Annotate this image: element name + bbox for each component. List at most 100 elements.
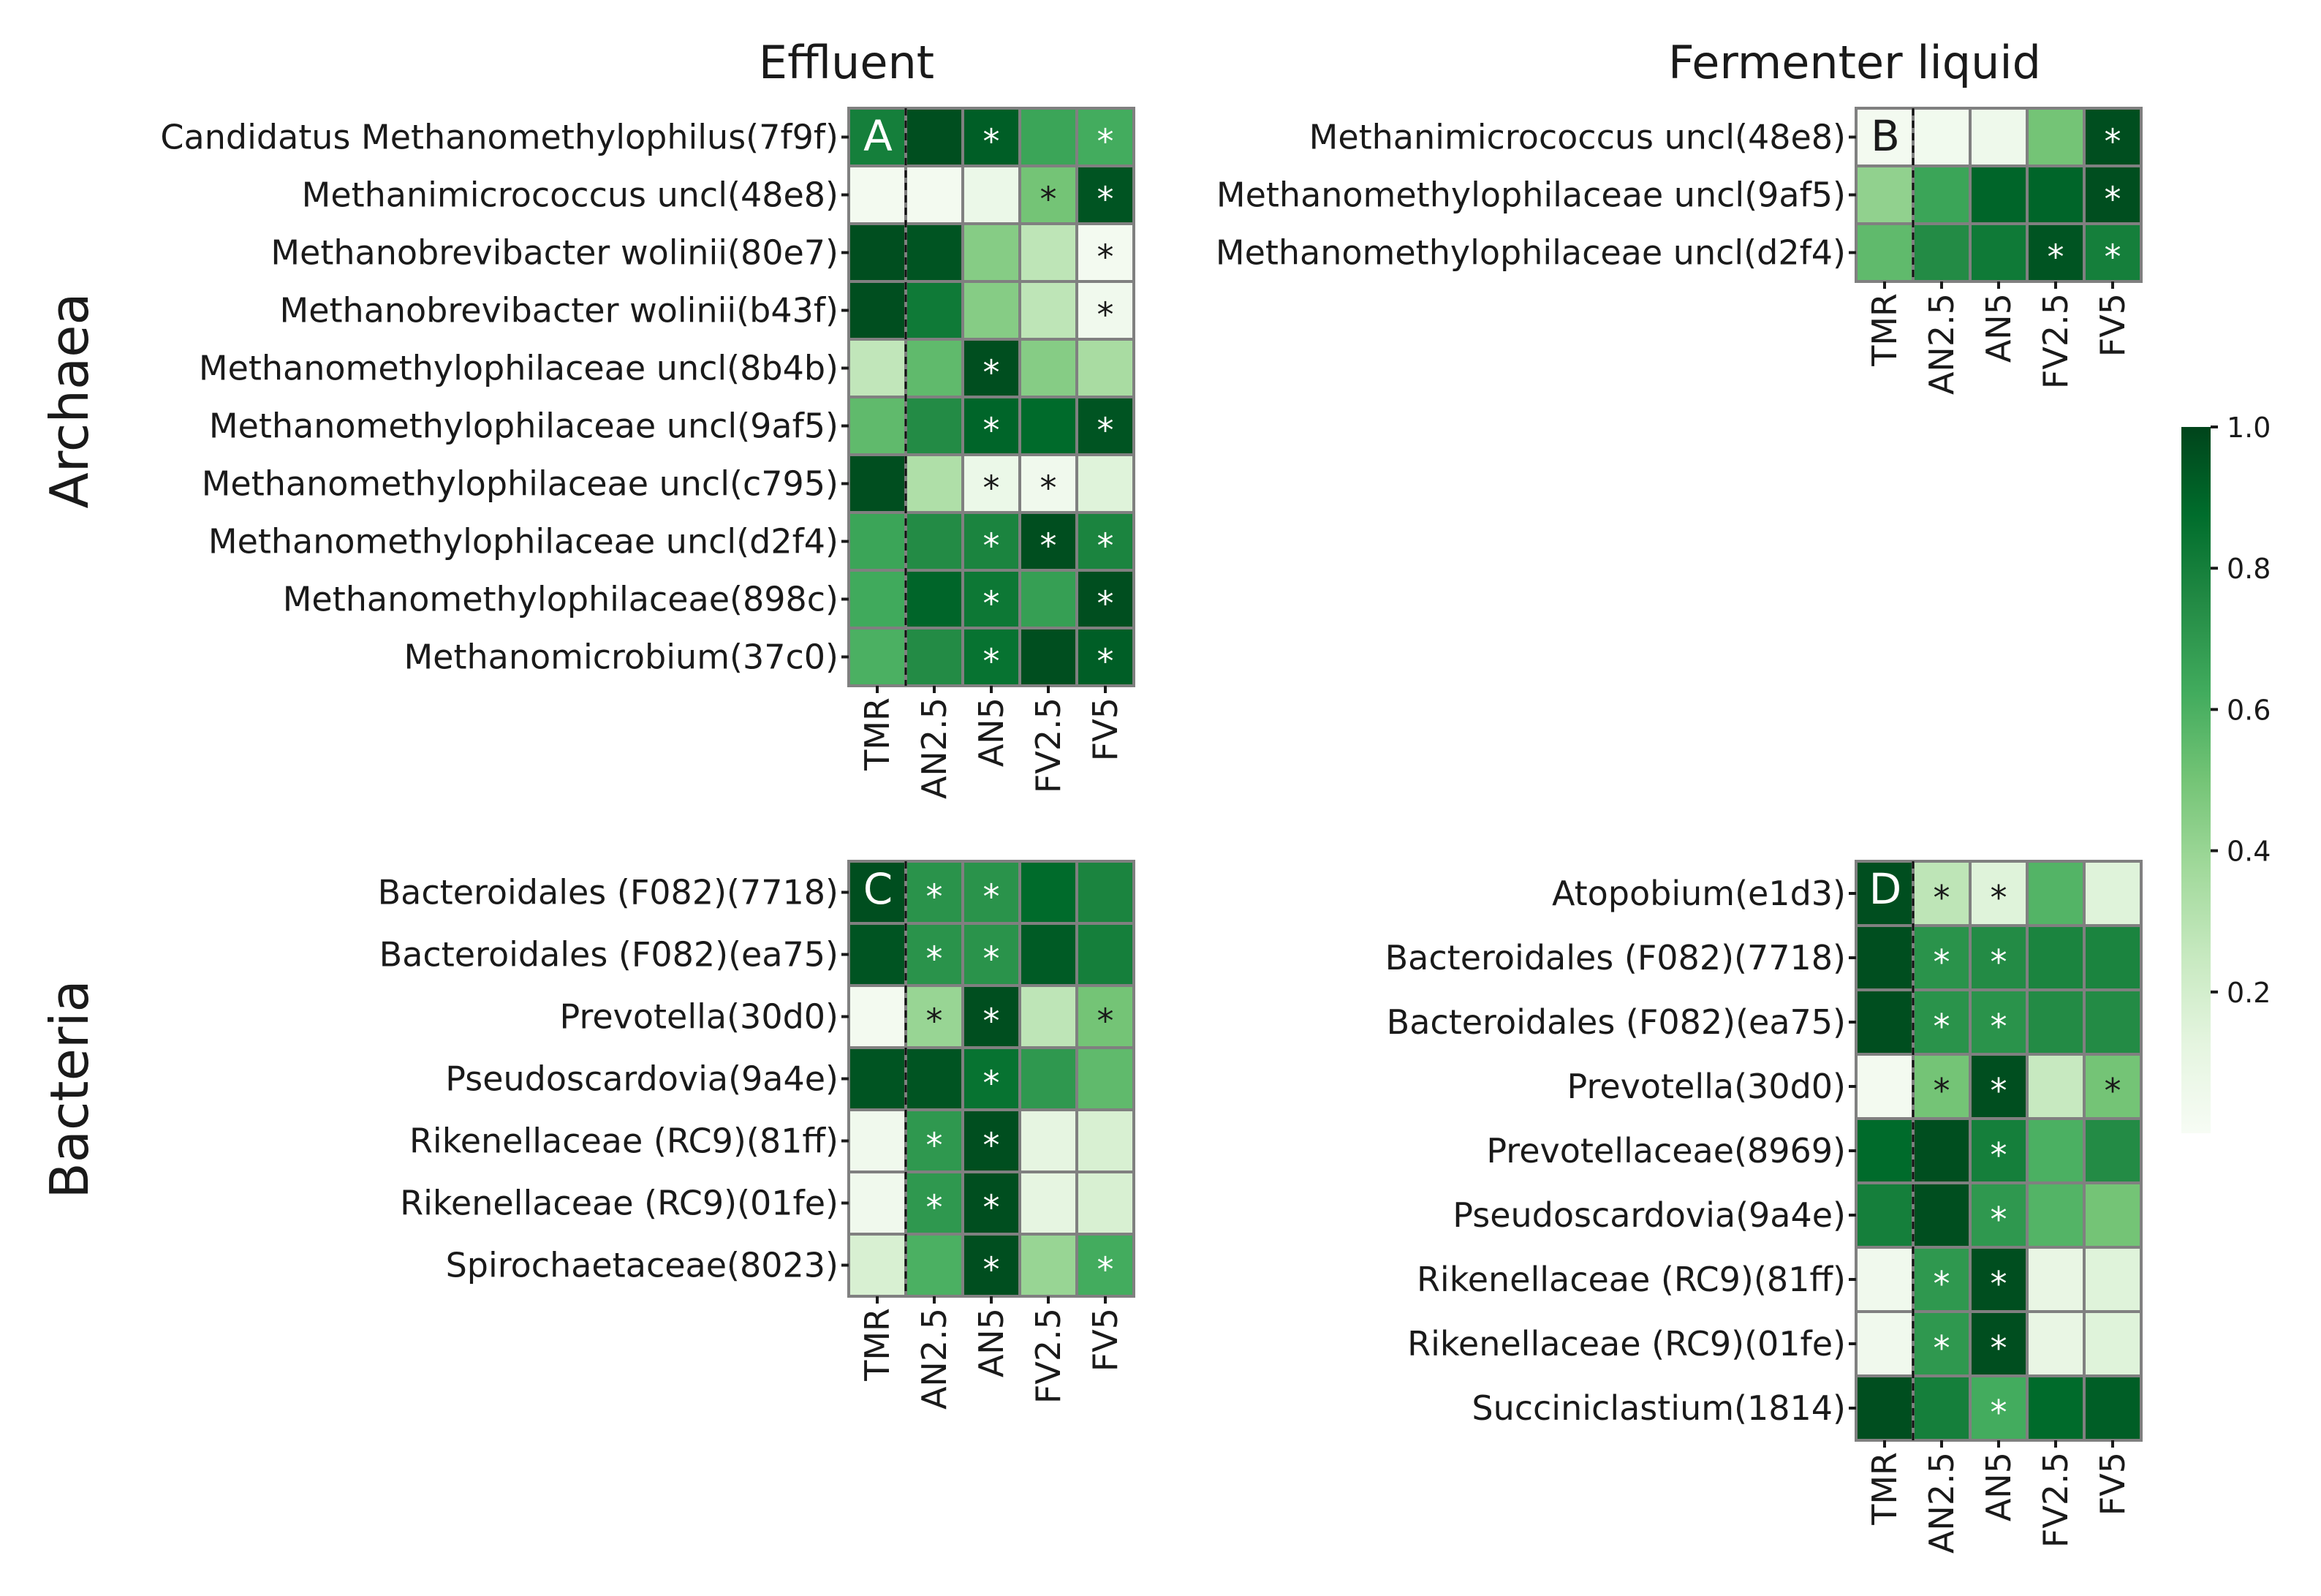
heatmap-cell bbox=[2083, 107, 2143, 167]
row-label: Methanomethylophilaceae(898c) bbox=[283, 580, 838, 619]
col-label: AN5 bbox=[1979, 1452, 2018, 1521]
heatmap-cell bbox=[847, 338, 907, 398]
heatmap-cell bbox=[904, 860, 964, 925]
heatmap-cell bbox=[904, 164, 964, 225]
col-label: AN2.5 bbox=[915, 1308, 954, 1410]
significance-star: * bbox=[926, 1126, 943, 1165]
heatmap-cell bbox=[1855, 1374, 1915, 1442]
heatmap-cell bbox=[1075, 338, 1135, 398]
significance-star: * bbox=[1991, 1200, 2007, 1239]
significance-star: * bbox=[983, 642, 1000, 681]
col-label: FV5 bbox=[2093, 1452, 2132, 1516]
significance-star: * bbox=[2105, 180, 2121, 219]
col-label: FV5 bbox=[1086, 1308, 1125, 1372]
row-label: Methanomicrobium(37c0) bbox=[404, 638, 838, 677]
significance-star: * bbox=[2048, 238, 2064, 277]
colorbar-tick-label: 0.6 bbox=[2227, 694, 2271, 726]
row-label: Methanobrevibacter wolinii(80e7) bbox=[270, 233, 838, 273]
heatmap-cell bbox=[1969, 1310, 2029, 1377]
row-label: Pseudoscardovia(9a4e) bbox=[1453, 1195, 1846, 1235]
heatmap-cell bbox=[2083, 1117, 2143, 1184]
significance-star: * bbox=[1991, 942, 2007, 982]
heatmap-cell bbox=[2083, 860, 2143, 927]
significance-star: * bbox=[926, 877, 943, 917]
significance-star: * bbox=[983, 877, 1000, 917]
heatmap-cell bbox=[904, 569, 964, 629]
heatmap-cell bbox=[847, 222, 907, 283]
row-label: Succiniclastium(1814) bbox=[1472, 1388, 1846, 1428]
colorbar-tick-label: 1.0 bbox=[2227, 412, 2271, 444]
row-label: Methanomethylophilaceae uncl(9af5) bbox=[1216, 175, 1846, 215]
heatmap-cell bbox=[1018, 1108, 1078, 1173]
heatmap-cell bbox=[847, 280, 907, 341]
col-title-fermenter-liquid: Fermenter liquid bbox=[1668, 36, 2041, 89]
col-label: AN2.5 bbox=[1922, 1452, 1961, 1554]
heatmap-cell bbox=[1075, 453, 1135, 514]
significance-star: * bbox=[983, 353, 1000, 393]
heatmap-cell bbox=[2026, 222, 2086, 283]
col-label: AN5 bbox=[972, 1308, 1011, 1377]
heatmap-cell bbox=[847, 453, 907, 514]
significance-star: * bbox=[1991, 1007, 2007, 1046]
colorbar-tick-label: 0.2 bbox=[2227, 977, 2271, 1009]
heatmap-cell bbox=[1969, 1181, 2029, 1249]
heatmap-cell bbox=[1018, 338, 1078, 398]
heatmap-cell bbox=[2026, 164, 2086, 225]
heatmap-cell bbox=[961, 222, 1021, 283]
significance-star: * bbox=[926, 939, 943, 979]
significance-star: * bbox=[1040, 526, 1057, 566]
heatmap-cell bbox=[2083, 924, 2143, 991]
heatmap-cell bbox=[847, 569, 907, 629]
heatmap-cell bbox=[1969, 164, 2029, 225]
significance-star: * bbox=[1097, 526, 1114, 566]
heatmap-cell bbox=[1855, 1246, 1915, 1313]
panel-a: * * * * * * * * * * * * * * * * * * A Candidatus Methanomet… bbox=[160, 107, 1135, 799]
row-label: Bacteroidales (F082)(7718) bbox=[378, 873, 838, 912]
heatmap-cell bbox=[961, 338, 1021, 398]
significance-star: * bbox=[1991, 1393, 2007, 1432]
col-label: FV5 bbox=[1086, 697, 1125, 761]
row-label: Methanimicrococcus uncl(48e8) bbox=[302, 175, 838, 215]
heatmap-cell bbox=[2026, 1117, 2086, 1184]
heatmap-cell bbox=[1018, 1046, 1078, 1111]
heatmap-cell bbox=[847, 922, 907, 987]
heatmap-cell bbox=[2083, 1181, 2143, 1249]
heatmap-cell bbox=[904, 627, 964, 687]
row-label: Rikenellaceae (RC9)(81ff) bbox=[409, 1122, 838, 1161]
heatmap-cell bbox=[1018, 922, 1078, 987]
row-label: Bacteroidales (F082)(ea75) bbox=[1387, 1002, 1846, 1042]
heatmap-cell bbox=[2083, 1310, 2143, 1377]
heatmap-cell bbox=[1912, 1374, 1972, 1442]
heatmap-cell bbox=[1075, 396, 1135, 456]
significance-star: * bbox=[1097, 584, 1114, 624]
row-label: Prevotella(30d0) bbox=[560, 997, 838, 1037]
heatmap-cell bbox=[1912, 222, 1972, 283]
heatmap-cell bbox=[1855, 924, 1915, 991]
significance-star: * bbox=[983, 411, 1000, 450]
row-title-bacteria: Bacteria bbox=[39, 980, 100, 1198]
significance-star: * bbox=[1934, 942, 1950, 982]
col-label: AN5 bbox=[972, 697, 1011, 767]
colorbar: 0.2 0.4 0.6 0.8 1.0 bbox=[2181, 412, 2271, 1133]
panel-letter-b: B bbox=[1871, 111, 1900, 161]
row-label: Rikenellaceae (RC9)(01fe) bbox=[400, 1184, 838, 1223]
row-label: Bacteroidales (F082)(ea75) bbox=[379, 935, 838, 975]
heatmap-cell bbox=[2083, 1246, 2143, 1313]
heatmap-cell bbox=[904, 107, 964, 167]
significance-star: * bbox=[1934, 1071, 1950, 1111]
heatmap-cell bbox=[1075, 569, 1135, 629]
heatmap-cell bbox=[2026, 1310, 2086, 1377]
heatmap-cell bbox=[2026, 1181, 2086, 1249]
heatmap-cell bbox=[961, 280, 1021, 341]
significance-star: * bbox=[983, 1002, 1000, 1041]
heatmap-cell bbox=[1912, 1310, 1972, 1377]
heatmap-cell bbox=[1855, 860, 1915, 927]
col-label: FV5 bbox=[2093, 293, 2132, 357]
heatmap-cell bbox=[1855, 1181, 1915, 1249]
row-label: Bacteroidales (F082)(7718) bbox=[1385, 938, 1846, 977]
heatmap-cell bbox=[2083, 1053, 2143, 1120]
heatmap-cell bbox=[1912, 988, 1972, 1056]
heatmap-cell bbox=[847, 511, 907, 572]
significance-star: * bbox=[1991, 878, 2007, 918]
